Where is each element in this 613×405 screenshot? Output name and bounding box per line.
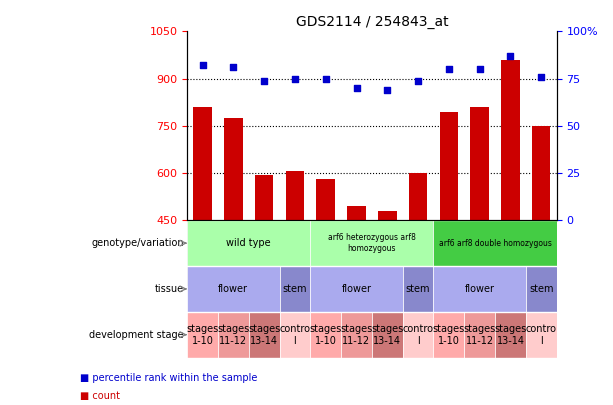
Text: stem: stem [283, 284, 307, 294]
FancyBboxPatch shape [433, 220, 557, 266]
Bar [316, 179, 335, 220]
Text: stem: stem [529, 284, 554, 294]
FancyBboxPatch shape [526, 312, 557, 358]
Text: stages
11-12: stages 11-12 [340, 324, 373, 345]
Bar [255, 175, 273, 220]
FancyBboxPatch shape [280, 312, 310, 358]
Text: stages
11-12: stages 11-12 [463, 324, 496, 345]
FancyBboxPatch shape [310, 220, 433, 266]
Point [352, 85, 362, 91]
FancyBboxPatch shape [495, 312, 526, 358]
Text: stages
1-10: stages 1-10 [310, 324, 342, 345]
FancyBboxPatch shape [187, 220, 557, 286]
FancyBboxPatch shape [218, 312, 249, 358]
Bar [224, 118, 243, 220]
Bar [440, 112, 458, 220]
Bar [501, 60, 520, 220]
FancyBboxPatch shape [310, 266, 403, 312]
FancyBboxPatch shape [372, 312, 403, 358]
Bar [409, 173, 427, 220]
Text: stages
1-10: stages 1-10 [433, 324, 465, 345]
Text: arf6 heterozygous arf8
homozygous: arf6 heterozygous arf8 homozygous [328, 233, 416, 253]
FancyBboxPatch shape [403, 266, 433, 312]
FancyBboxPatch shape [187, 220, 310, 266]
Point [506, 53, 516, 59]
Text: ■ count: ■ count [80, 391, 120, 401]
FancyBboxPatch shape [526, 266, 557, 312]
Text: flower: flower [218, 284, 248, 294]
FancyBboxPatch shape [249, 312, 280, 358]
Text: stages
1-10: stages 1-10 [186, 324, 219, 345]
Bar [532, 126, 550, 220]
FancyBboxPatch shape [187, 266, 280, 312]
Bar [378, 211, 397, 220]
Text: ■ percentile rank within the sample: ■ percentile rank within the sample [80, 373, 257, 383]
Bar [347, 206, 366, 220]
Text: arf6 arf8 double homozygous: arf6 arf8 double homozygous [439, 239, 552, 247]
Point [229, 64, 238, 70]
Bar [470, 107, 489, 220]
FancyBboxPatch shape [187, 312, 218, 358]
Point [474, 66, 484, 72]
FancyBboxPatch shape [341, 312, 372, 358]
Point [321, 75, 330, 82]
Text: stages
13-14: stages 13-14 [248, 324, 280, 345]
Bar [193, 107, 211, 220]
FancyBboxPatch shape [433, 266, 526, 312]
Title: GDS2114 / 254843_at: GDS2114 / 254843_at [295, 15, 448, 29]
Text: stages
13-14: stages 13-14 [371, 324, 403, 345]
Text: flower: flower [341, 284, 371, 294]
Text: development stage: development stage [89, 330, 184, 340]
FancyBboxPatch shape [433, 312, 464, 358]
Bar [286, 171, 304, 220]
Point [444, 66, 454, 72]
Text: tissue: tissue [155, 284, 184, 294]
Text: wild type: wild type [226, 238, 271, 248]
Point [290, 75, 300, 82]
Text: stages
13-14: stages 13-14 [494, 324, 527, 345]
Point [259, 77, 269, 84]
FancyBboxPatch shape [280, 266, 310, 312]
FancyBboxPatch shape [403, 312, 433, 358]
FancyBboxPatch shape [464, 312, 495, 358]
Text: stem: stem [406, 284, 430, 294]
Point [197, 62, 207, 68]
Text: contro
l: contro l [280, 324, 310, 345]
Text: stages
11-12: stages 11-12 [217, 324, 249, 345]
Point [413, 77, 423, 84]
Text: flower: flower [465, 284, 495, 294]
Point [536, 73, 546, 80]
Point [383, 87, 392, 93]
Text: contro
l: contro l [403, 324, 433, 345]
Text: genotype/variation: genotype/variation [91, 238, 184, 248]
Text: contro
l: contro l [526, 324, 557, 345]
FancyBboxPatch shape [310, 312, 341, 358]
